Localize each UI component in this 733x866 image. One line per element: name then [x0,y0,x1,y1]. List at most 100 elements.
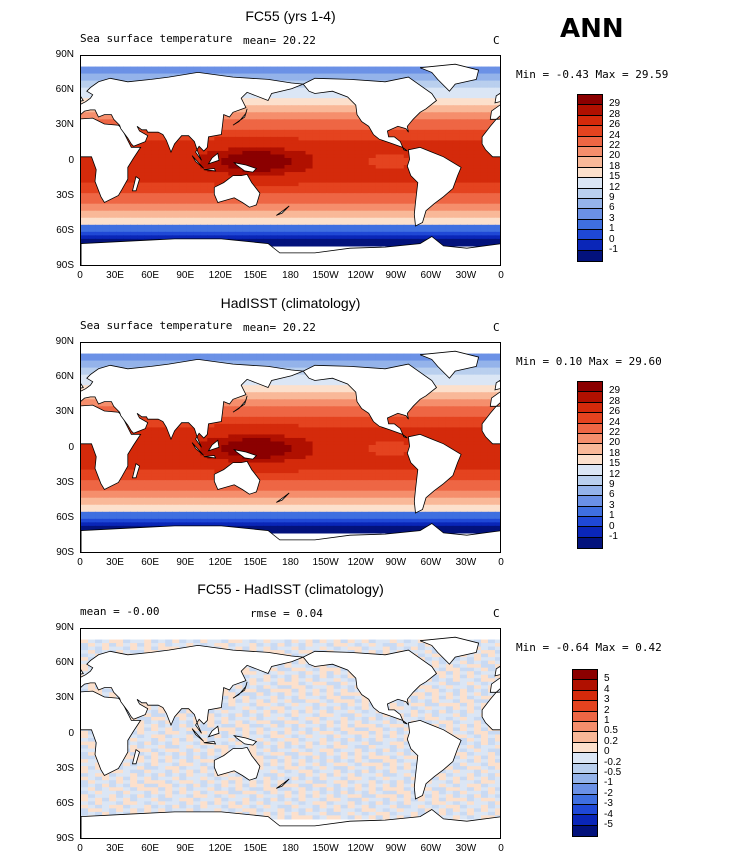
land-outline [419,63,480,92]
lat-tick-label: 90N [55,49,74,60]
colorbar-level-label: -1 [609,531,618,542]
land-outline [81,358,304,448]
map-svg [81,63,500,265]
min-max-label: Min = 0.10 Max = 29.60 [516,355,662,368]
lat-tick-label: 90S [56,260,74,271]
colorbar-level-label: -3 [604,798,613,810]
colorbar-swatch [578,527,602,538]
colorbar-swatch [578,454,602,466]
colorbar-level-label: 28 [609,395,621,407]
land-outline [191,155,205,169]
lon-tick-label: 30W [455,557,477,568]
lon-tick-label: 90E [176,270,195,281]
land-outline [81,71,304,161]
colorbar-level-label: -5 [604,819,613,830]
lon-tick-label: 0 [77,557,83,568]
colorbar-level-label: 20 [609,437,621,449]
colorbar-swatch [573,742,597,754]
colorbar-swatch [578,198,602,210]
lon-tick-label: 30E [106,843,124,854]
colorbar-swatch [578,392,602,403]
lon-tick-label: 30E [106,270,124,281]
land-outline [232,449,258,460]
colorbar-swatch [578,209,602,220]
colorbar-swatch [578,382,602,393]
colorbar-level-label: 6 [609,202,615,214]
land-outline [406,719,462,800]
lon-tick-label: 90E [176,843,195,854]
lat-tick-label: 90N [55,336,74,347]
map-plot [80,628,501,839]
colorbar-level-label: -1 [604,777,613,789]
lat-tick-label: 30S [56,762,74,774]
lon-tick-label: 60E [141,270,160,281]
land-outline [81,236,500,265]
colorbar-swatch [573,773,597,785]
panel-left-label: Sea surface temperature [80,32,233,45]
lat-tick-label: 0 [68,727,74,739]
colorbar-level-label: 2 [604,704,610,716]
colorbar-level-label: 3 [609,212,615,224]
land-outline [207,725,220,738]
lon-tick-label: 90W [385,843,407,854]
colorbar-swatch [578,157,602,168]
panel-title: FC55 - HadISST (climatology) [197,581,384,597]
colorbar-level-label: 3 [604,694,610,706]
map-svg [81,350,500,552]
colorbar-swatch [578,105,602,116]
colorbar-swatch [578,95,602,106]
lat-tick-label: 60N [55,657,74,669]
land-outline [213,460,261,495]
colorbar-swatch [578,506,602,518]
lat-tick-label: 60N [55,371,74,383]
season-label: ANN [560,14,624,44]
land-outline [276,492,290,503]
colorbar-swatch [573,680,597,691]
land-outline [81,117,142,204]
lon-tick-label: 60W [420,843,442,854]
colorbar-swatch [578,423,602,434]
land-outline [131,749,140,765]
colorbar-level-label: 20 [609,150,621,162]
lon-tick-label: 30W [455,843,477,854]
lon-tick-label: 120W [347,270,374,281]
colorbar-swatch [573,805,597,816]
land-outline [191,442,205,456]
lon-tick-label: 150W [312,557,339,568]
land-outline [232,395,248,413]
lon-tick-label: 120E [208,270,232,281]
panel-unit-label: C [493,34,500,47]
lon-tick-label: 0 [498,557,504,568]
colorbar-level-label: 3 [609,499,615,511]
land-outline [81,690,142,777]
land-outline [232,735,258,746]
colorbar-level-label: 15 [609,171,621,183]
colorbar-swatch [573,825,597,837]
lat-tick-label: 90S [56,547,74,558]
colorbar [577,381,603,550]
lon-tick-label: 180 [282,557,299,568]
colorbar-level-label: 26 [609,119,621,131]
colorbar-swatch [578,413,602,424]
colorbar-level-label: 15 [609,458,621,470]
colorbar-level-label: 22 [609,140,621,151]
lat-tick-label: 60S [56,797,74,809]
lon-tick-label: 30E [106,557,124,568]
colorbar-swatch [578,444,602,455]
lat-tick-label: 90N [55,622,74,633]
land-outline [203,455,217,459]
lat-tick-label: 30N [55,692,74,704]
panel-unit-label: C [493,607,500,620]
lon-tick-label: 60W [420,557,442,568]
colorbar-level-label: 18 [609,447,621,459]
colorbar-level-label: 9 [609,192,615,203]
colorbar-swatch [578,240,602,251]
lon-tick-label: 150W [312,843,339,854]
colorbar-swatch [578,146,602,158]
land-outline [191,728,205,742]
lon-tick-label: 90E [176,557,195,568]
colorbar-level-label: 5 [604,673,610,685]
land-outline [203,741,217,745]
lat-tick-label: 90S [56,833,74,844]
lon-tick-label: 60E [141,557,160,568]
